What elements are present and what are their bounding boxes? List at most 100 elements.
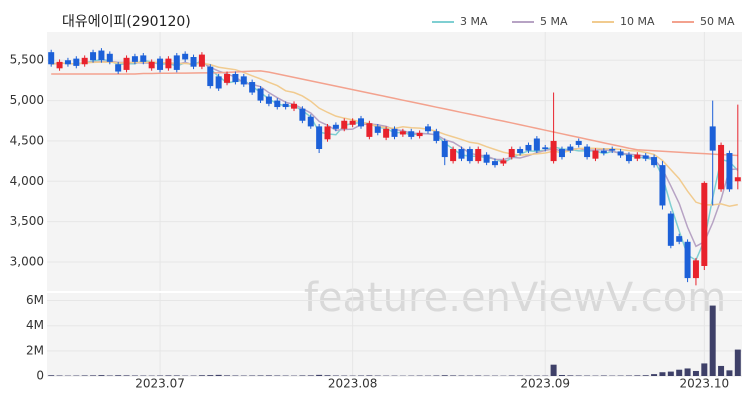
y-tick-label: 3,000 — [10, 254, 44, 268]
volume-bar — [165, 375, 172, 376]
volume-bar — [508, 375, 515, 376]
volume-bar — [316, 374, 323, 376]
candle-body — [383, 128, 390, 138]
candle-body — [709, 126, 716, 151]
volume-bar — [224, 375, 231, 376]
candle-body — [232, 73, 239, 83]
candle-body — [533, 138, 540, 151]
candle-body — [115, 64, 122, 72]
candle-body — [491, 161, 498, 166]
volume-bar — [90, 375, 97, 376]
candle-body — [466, 148, 473, 162]
candle-body — [399, 131, 406, 135]
volume-bar — [307, 375, 314, 376]
candle-body — [366, 123, 373, 137]
candle-body — [90, 52, 97, 61]
candle-body — [56, 61, 63, 69]
volume-bar — [458, 375, 465, 376]
candle-body — [332, 124, 339, 129]
candle-body — [441, 140, 448, 158]
y-tick-label: 5,000 — [10, 93, 44, 107]
candle-body — [48, 52, 55, 65]
candle-body — [483, 154, 490, 163]
candle-body — [274, 100, 281, 108]
volume-bar — [634, 375, 641, 376]
candle-body — [592, 150, 599, 159]
candle-body — [307, 116, 314, 127]
watermark: feature.enViewV.com — [304, 275, 726, 321]
volume-bar — [48, 375, 55, 376]
volume-bar — [215, 374, 222, 376]
volume-tick-label: 6M — [26, 293, 44, 307]
candle-body — [140, 55, 147, 62]
candle-body — [458, 148, 465, 159]
candle-body — [207, 66, 214, 87]
volume-bar — [131, 375, 138, 376]
volume-bar — [366, 375, 373, 376]
volume-bar — [157, 375, 164, 376]
volume-bar — [173, 375, 180, 376]
volume-bar — [358, 375, 365, 376]
candle-body — [609, 148, 616, 151]
y-tick-label: 4,000 — [10, 174, 44, 188]
x-tick-label: 2023.07 — [135, 377, 185, 391]
volume-bar — [123, 375, 130, 376]
volume-bar — [115, 375, 122, 376]
candle-body — [625, 154, 632, 162]
candle-body — [701, 182, 708, 266]
volume-bar — [726, 370, 733, 376]
candle-body — [718, 144, 725, 190]
volume-bar — [667, 371, 674, 376]
candle-body — [198, 54, 205, 67]
volume-bar — [207, 375, 214, 376]
candle-body — [575, 140, 582, 145]
x-tick-label: 2023.09 — [520, 377, 570, 391]
legend-label: 10 MA — [620, 15, 655, 28]
candle-body — [131, 56, 138, 62]
volume-bar — [106, 375, 113, 376]
candle-body — [684, 241, 691, 279]
candle-body — [416, 132, 423, 137]
candle-body — [567, 146, 574, 151]
candle-body — [642, 155, 649, 159]
candle-body — [475, 148, 482, 162]
candle-body — [64, 60, 71, 65]
volume-bar — [56, 375, 63, 376]
candle-body — [676, 236, 683, 242]
volume-tick-label: 4M — [26, 318, 44, 332]
candle-body — [584, 146, 591, 158]
volume-bar — [81, 375, 88, 376]
volume-bar — [709, 305, 716, 376]
candle-body — [265, 96, 272, 104]
volume-bar — [274, 375, 281, 376]
volume-bar — [600, 375, 607, 376]
volume-bar — [659, 372, 666, 376]
candle-body — [215, 76, 222, 89]
candle-body — [324, 126, 331, 140]
candle-body — [182, 53, 189, 60]
candle-body — [282, 103, 289, 108]
candle-body — [224, 73, 231, 83]
legend-label: 3 MA — [460, 15, 488, 28]
volume-bar — [558, 374, 565, 376]
candle-body — [667, 213, 674, 246]
candle-body — [617, 151, 624, 156]
candle-body — [517, 148, 524, 154]
candle-body — [651, 157, 658, 166]
volume-panel — [47, 293, 742, 376]
volume-bar — [198, 375, 205, 376]
candle-body — [424, 126, 431, 132]
candle-body — [726, 153, 733, 190]
volume-bar — [257, 375, 264, 376]
candle-body — [240, 76, 247, 85]
candle-body — [157, 58, 164, 70]
candle-body — [358, 118, 365, 127]
volume-bar — [299, 375, 306, 376]
candle-body — [659, 165, 666, 206]
volume-bar — [98, 375, 105, 376]
volume-bar — [567, 375, 574, 376]
volume-bar — [324, 375, 331, 376]
volume-bar — [692, 370, 699, 376]
volume-tick-label: 0 — [36, 369, 44, 383]
